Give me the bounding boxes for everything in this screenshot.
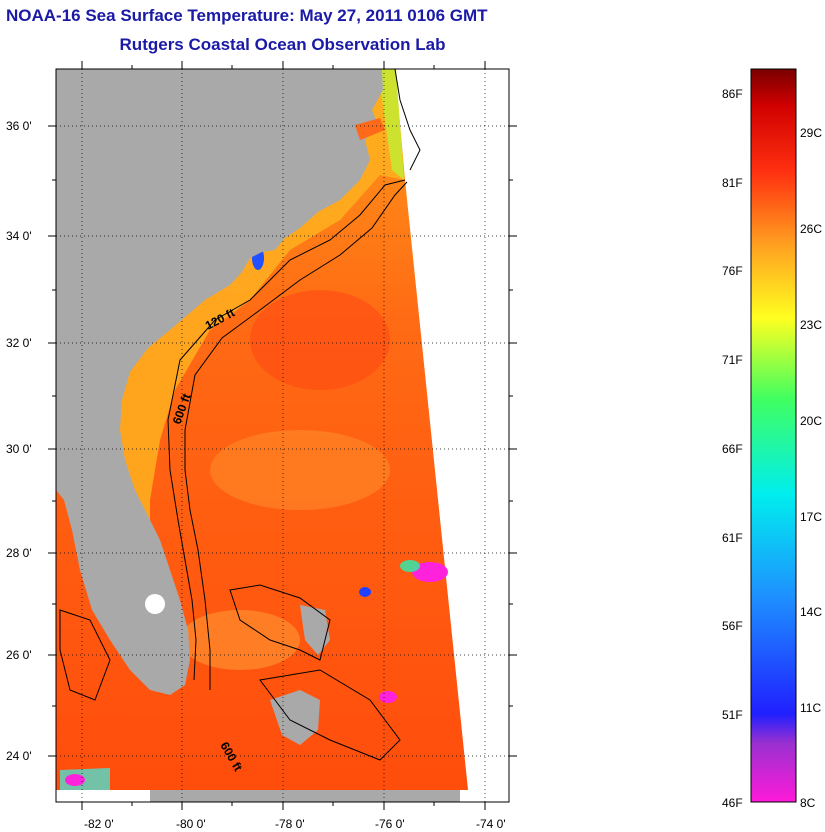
lat-label-28: 28 0' <box>6 546 32 560</box>
colorbar-f-56: 56F <box>722 619 743 633</box>
lat-label-36: 36 0' <box>6 119 32 133</box>
axis-ticks <box>48 61 517 810</box>
colorbar-f-81: 81F <box>722 176 743 190</box>
isobath-600ft <box>184 181 408 690</box>
colorbar-c-11: 11C <box>800 701 822 715</box>
land-cuba <box>150 790 460 802</box>
colorbar-f-51: 51F <box>722 708 743 722</box>
colorbar-c-14: 14C <box>800 605 823 619</box>
land-mainland <box>56 69 383 695</box>
lat-label-24: 24 0' <box>6 749 32 763</box>
lat-label-30: 30 0' <box>6 442 32 456</box>
colorbar-c-17: 17C <box>800 510 823 524</box>
colorbar-f-71: 71F <box>722 353 743 367</box>
lon-label-74: -74 0' <box>476 817 506 831</box>
lat-label-32: 32 0' <box>6 336 32 350</box>
lon-label-78: -78 0' <box>275 817 305 831</box>
map-title: NOAA-16 Sea Surface Temperature: May 27,… <box>6 6 488 25</box>
colorbar <box>750 68 797 803</box>
colorbar-c-29: 29C <box>800 126 823 140</box>
map-subtitle: Rutgers Coastal Ocean Observation Lab <box>119 35 446 54</box>
lon-label-76: -76 0' <box>375 817 405 831</box>
colorbar-c-23: 23C <box>800 318 823 332</box>
lat-label-34: 34 0' <box>6 229 32 243</box>
colorbar-c-26: 26C <box>800 222 823 236</box>
colorbar-f-46: 46F <box>722 796 743 810</box>
lat-label-26: 26 0' <box>6 648 32 662</box>
lon-label-80: -80 0' <box>176 817 206 831</box>
cold-patch <box>412 562 448 582</box>
lon-label-82: -82 0' <box>84 817 114 831</box>
colorbar-f-66: 66F <box>722 442 743 456</box>
isobath-120ft <box>167 179 406 681</box>
land-bahamas <box>270 690 320 745</box>
colorbar-c-20: 20C <box>800 414 823 428</box>
colorbar-f-76: 76F <box>722 264 743 278</box>
colorbar-f-86: 86F <box>722 87 743 101</box>
colorbar-c-8: 8C <box>800 796 816 810</box>
colorbar-f-61: 61F <box>722 531 743 545</box>
